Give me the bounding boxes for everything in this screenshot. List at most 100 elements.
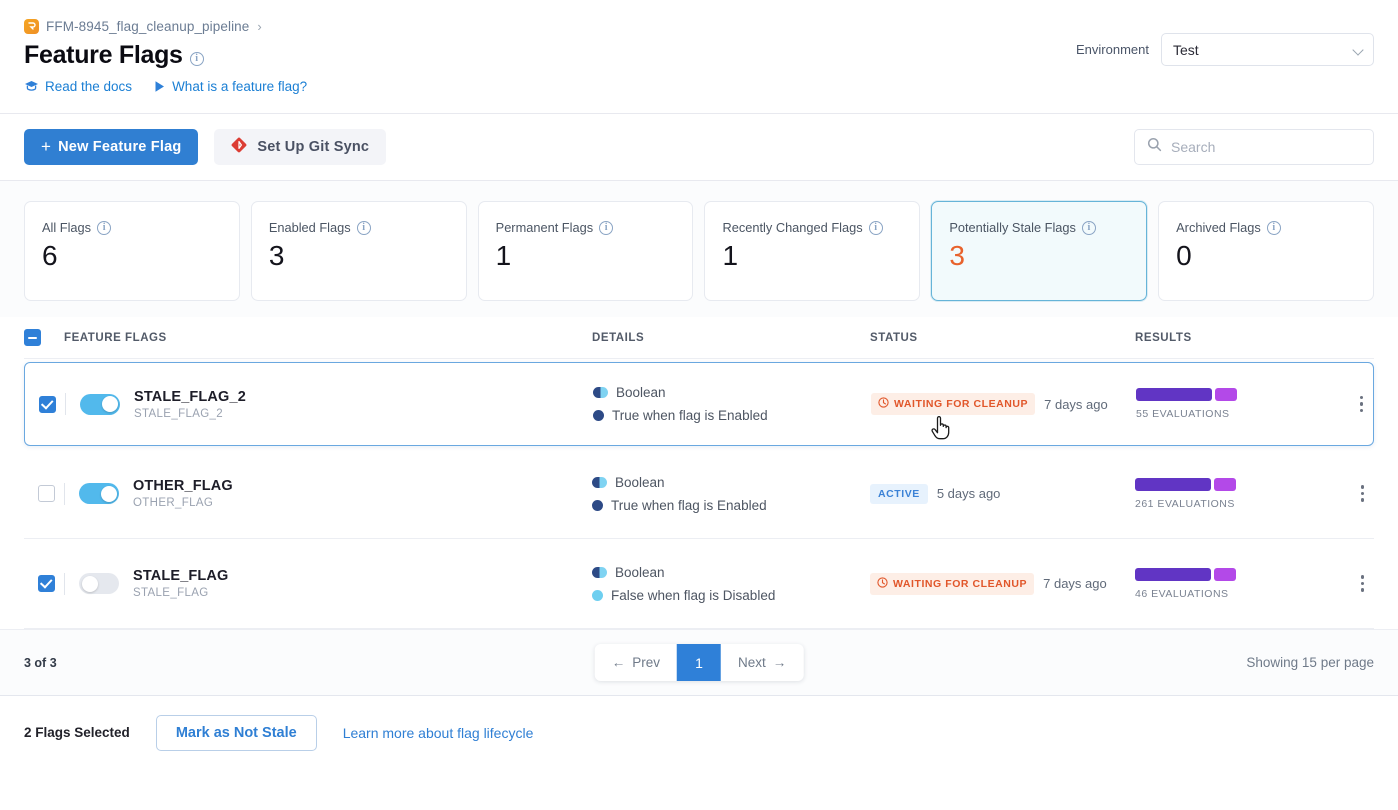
stat-card-recently-changed-flags[interactable]: Recently Changed Flags 1 (704, 201, 921, 301)
column-header-details: DETAILS (592, 331, 645, 344)
row-checkbox[interactable] (38, 575, 55, 592)
info-icon[interactable] (356, 220, 371, 235)
rule-dot-icon (592, 589, 603, 601)
results-label: 46 EVALUATIONS (1135, 587, 1229, 600)
table-row[interactable]: STALE_FLAG STALE_FLAG Boolean False when… (24, 539, 1374, 629)
new-feature-flag-button[interactable]: + New Feature Flag (24, 129, 199, 165)
project-icon (24, 18, 39, 34)
clock-icon (877, 576, 888, 591)
pagination-controls: ← Prev 1 Next → (594, 644, 804, 681)
arrow-right-icon: → (772, 655, 787, 670)
per-page-label[interactable]: Showing 15 per page (1246, 655, 1374, 670)
row-flag-cell: STALE_FLAG_2 STALE_FLAG_2 (65, 389, 593, 420)
clock-icon (878, 397, 889, 411)
detail-type: Boolean (616, 385, 666, 400)
search-box[interactable] (1134, 129, 1374, 165)
column-header-status: STATUS (870, 331, 918, 344)
stat-card-permanent-flags[interactable]: Permanent Flags 1 (477, 201, 694, 301)
environment-selector-wrap: Environment Test (1076, 33, 1374, 66)
stat-card-label-wrap: Archived Flags (1176, 220, 1356, 235)
row-overflow-menu-icon[interactable] (1351, 479, 1375, 508)
page-header: FFM-8945_flag_cleanup_pipeline › Feature… (0, 0, 1398, 114)
mark-as-not-stale-button[interactable]: Mark as Not Stale (155, 714, 317, 751)
status-badge-label: WAITING FOR CLEANUP (894, 398, 1029, 410)
info-icon[interactable] (868, 220, 883, 235)
stat-card-label-wrap: Potentially Stale Flags (949, 220, 1129, 235)
page-number-1[interactable]: 1 (677, 644, 721, 681)
breadcrumb[interactable]: FFM-8945_flag_cleanup_pipeline › (24, 16, 1374, 36)
flag-toggle[interactable] (79, 573, 119, 594)
detail-type-line: Boolean (592, 475, 870, 490)
results-bar-segment-primary (1135, 477, 1211, 491)
flag-identifier: STALE_FLAG (133, 587, 209, 599)
stat-card-all-flags[interactable]: All Flags 6 (24, 201, 240, 301)
table-row[interactable]: OTHER_FLAG OTHER_FLAG Boolean True when … (24, 449, 1374, 539)
stat-card-enabled-flags[interactable]: Enabled Flags 3 (250, 201, 467, 301)
learn-more-flag-lifecycle-link[interactable]: Learn more about flag lifecycle (342, 724, 534, 741)
results-label: 55 EVALUATIONS (1136, 408, 1230, 420)
flag-name: STALE_FLAG (133, 568, 229, 584)
flag-toggle[interactable] (80, 393, 120, 415)
row-select-cell (25, 395, 65, 413)
prev-page-button[interactable]: ← Prev (595, 644, 677, 681)
flag-name-block: OTHER_FLAG OTHER_FLAG (133, 478, 233, 509)
read-the-docs-label: Read the docs (45, 79, 133, 94)
environment-value: Test (1173, 41, 1199, 58)
stat-cards: All Flags 6 Enabled Flags 3 Permanent Fl… (0, 181, 1398, 317)
row-status-cell: WAITING FOR CLEANUP 7 days ago (870, 572, 1135, 595)
stat-card-label: Recently Changed Flags (722, 220, 863, 235)
stat-card-label-wrap: All Flags (42, 220, 222, 235)
divider (64, 572, 65, 595)
detail-rule-line: True when flag is Enabled (592, 498, 870, 513)
row-results-cell: 261 EVALUATIONS (1135, 477, 1340, 510)
results-bar-segment-secondary (1214, 567, 1236, 581)
boolean-icon (592, 566, 607, 578)
detail-type: Boolean (615, 474, 665, 490)
select-all-checkbox[interactable] (24, 329, 41, 346)
read-the-docs-link[interactable]: Read the docs (24, 79, 132, 94)
row-overflow-menu-icon[interactable] (1350, 390, 1374, 419)
rule-dot-icon (592, 499, 603, 511)
search-input[interactable] (1171, 139, 1361, 155)
info-icon[interactable] (599, 220, 614, 235)
flag-identifier: OTHER_FLAG (133, 497, 214, 509)
stat-card-label: All Flags (42, 220, 92, 235)
row-checkbox[interactable] (39, 395, 56, 413)
results-bar-segment-secondary (1214, 477, 1236, 491)
table-header-row: FEATURE FLAGS DETAILS STATUS RESULTS (24, 317, 1374, 359)
pagination-count: 3 of 3 (24, 655, 57, 670)
stat-card-value: 1 (495, 240, 512, 271)
next-page-button[interactable]: Next → (721, 644, 803, 681)
search-icon (1147, 137, 1162, 157)
detail-rule: True when flag is Enabled (612, 408, 768, 423)
pagination-bar: 3 of 3 ← Prev 1 Next → Showing 15 per pa… (0, 629, 1398, 695)
info-icon[interactable] (97, 220, 112, 235)
detail-rule: False when flag is Disabled (611, 587, 776, 603)
set-up-git-sync-button[interactable]: Set Up Git Sync (214, 129, 387, 165)
status-badge: WAITING FOR CLEANUP (871, 393, 1036, 415)
results-bar (1136, 388, 1341, 401)
page-title-info-icon[interactable] (189, 51, 204, 66)
flag-name: STALE_FLAG_2 (134, 388, 246, 405)
info-icon[interactable] (1266, 220, 1281, 235)
rule-dot-icon (593, 410, 604, 421)
row-checkbox[interactable] (38, 485, 55, 502)
what-is-a-feature-flag-link[interactable]: What is a feature flag? (154, 79, 307, 94)
row-status-cell: ACTIVE 5 days ago (870, 483, 1135, 504)
stat-card-label: Enabled Flags (268, 220, 351, 235)
info-icon[interactable] (1081, 220, 1096, 235)
row-overflow-menu-icon[interactable] (1351, 569, 1375, 598)
results-bar-segment-primary (1135, 567, 1211, 581)
flag-toggle[interactable] (79, 483, 119, 504)
divider (65, 393, 66, 415)
detail-rule: True when flag is Enabled (611, 497, 767, 513)
play-icon (154, 80, 166, 93)
selected-count-label: 2 Flags Selected (24, 725, 130, 740)
environment-select[interactable]: Test (1161, 33, 1374, 66)
status-time: 5 days ago (936, 486, 1001, 501)
stat-card-potentially-stale-flags[interactable]: Potentially Stale Flags 3 (931, 201, 1148, 301)
table-row[interactable]: STALE_FLAG_2 STALE_FLAG_2 Boolean True w… (24, 362, 1374, 446)
what-is-a-feature-flag-label: What is a feature flag? (172, 79, 308, 94)
stat-card-archived-flags[interactable]: Archived Flags 0 (1158, 201, 1374, 301)
row-flag-cell: OTHER_FLAG OTHER_FLAG (64, 478, 592, 509)
